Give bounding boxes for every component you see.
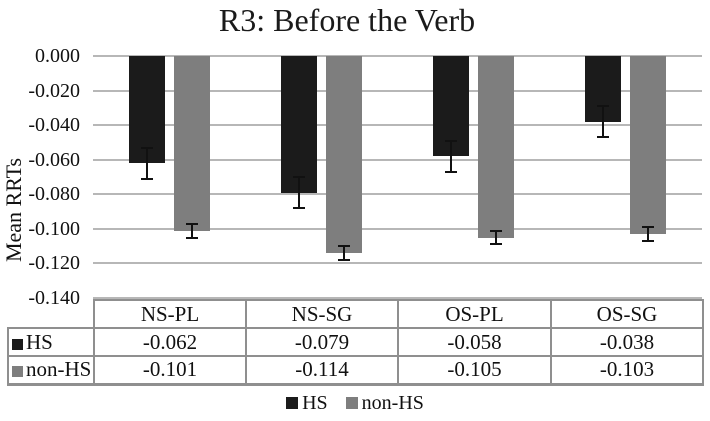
- y-axis-tick-label: -0.100: [28, 217, 80, 240]
- bar-hs-ns-sg: [280, 56, 317, 193]
- table-corner-cell: [8, 300, 94, 328]
- table-value-hs-ns-pl: -0.062: [93, 327, 247, 357]
- table-header-ns-sg: NS-SG: [245, 299, 399, 329]
- table-header-row: NS-PL NS-SG OS-PL OS-SG: [8, 299, 704, 329]
- error-bar-cap: [642, 226, 655, 229]
- table-value-hs-os-pl: -0.058: [397, 327, 552, 357]
- data-table: NS-PL NS-SG OS-PL OS-SG HS -0.062 -0.079 -0.058…: [7, 299, 704, 386]
- legend-label: HS: [302, 391, 328, 414]
- table-header-ns-pl: NS-PL: [93, 299, 247, 329]
- legend-item-hs: HS: [286, 392, 328, 415]
- table-value-non-hs-ns-pl: -0.101: [93, 355, 247, 386]
- table-value-hs-os-sg: -0.038: [550, 327, 704, 357]
- error-bar-cap: [292, 207, 305, 210]
- table-row-label: HS: [7, 327, 95, 357]
- legend-swatch-hs: [286, 397, 299, 409]
- gridline: [93, 158, 702, 161]
- error-bar: [297, 177, 300, 209]
- table-value-non-hs-os-sg: -0.103: [550, 355, 704, 386]
- error-bar-cap: [445, 139, 458, 142]
- table-value-non-hs-os-pl: -0.105: [397, 355, 552, 386]
- table-header-os-pl: OS-PL: [397, 299, 552, 329]
- error-bar-cap: [185, 222, 198, 225]
- table-row-label: non-HS: [7, 355, 95, 386]
- error-bar: [450, 140, 453, 172]
- error-bar-cap: [597, 136, 610, 139]
- y-axis-title: Mean RRTs: [1, 157, 26, 263]
- y-axis-tick-label: -0.140: [28, 287, 80, 309]
- gridline: [93, 227, 702, 230]
- table-value-non-hs-ns-sg: -0.114: [245, 355, 399, 386]
- error-bar-cap: [185, 236, 198, 239]
- gridline: [93, 89, 702, 92]
- error-bar-cap: [337, 258, 350, 261]
- error-bar-cap: [597, 105, 610, 108]
- gridline: [93, 55, 702, 57]
- error-bar-cap: [292, 176, 305, 178]
- gridline: [93, 124, 702, 127]
- bar-non-hs-os-sg: [630, 56, 667, 235]
- legend-label: non-HS: [361, 391, 424, 414]
- table-value-hs-ns-sg: -0.079: [245, 327, 399, 357]
- error-bar-cap: [642, 239, 655, 242]
- error-bar-cap: [140, 177, 153, 180]
- bar-non-hs-os-pl: [478, 56, 515, 238]
- y-axis-tick-label: -0.080: [28, 183, 80, 206]
- error-bar: [602, 106, 605, 138]
- y-axis-tick-label: 0.000: [35, 45, 80, 67]
- bar-hs-ns-pl: [128, 56, 165, 164]
- legend-item-non-hs: non-HS: [345, 391, 424, 415]
- gridline: [93, 262, 702, 265]
- error-bar: [190, 223, 193, 238]
- legend-swatch-non-hs: [345, 397, 358, 409]
- table-header-os-sg: OS-SG: [550, 299, 704, 329]
- error-bar-cap: [490, 243, 503, 246]
- bar-non-hs-ns-sg: [325, 56, 362, 254]
- chart-legend: HS non-HS: [0, 391, 710, 415]
- error-bar-cap: [490, 229, 503, 232]
- error-bar-cap: [337, 245, 350, 248]
- y-axis-tick-label: -0.120: [28, 252, 80, 275]
- y-axis-tick-label: -0.020: [28, 79, 80, 102]
- chart-title: R3: Before the Verb: [218, 2, 476, 38]
- error-bar-cap: [140, 146, 153, 149]
- error-bar: [145, 147, 148, 179]
- gridline: [93, 193, 702, 196]
- table-row-non-hs: non-HS -0.101 -0.114 -0.105 -0.103: [7, 355, 704, 386]
- error-bar: [495, 230, 498, 245]
- error-bar-cap: [445, 170, 458, 173]
- error-bar: [342, 246, 345, 260]
- bar-non-hs-ns-pl: [173, 56, 210, 231]
- gridline: [93, 297, 702, 299]
- legend-swatch-hs: [12, 338, 23, 350]
- y-axis-tick-label: -0.040: [28, 114, 80, 137]
- table-row-hs: HS -0.062 -0.079 -0.058 -0.038: [7, 327, 704, 357]
- bar-hs-os-pl: [433, 56, 470, 157]
- y-axis-tick-label: -0.060: [28, 148, 80, 171]
- error-bar: [647, 227, 650, 241]
- plot-area: [93, 55, 702, 299]
- legend-swatch-non-hs: [12, 366, 23, 378]
